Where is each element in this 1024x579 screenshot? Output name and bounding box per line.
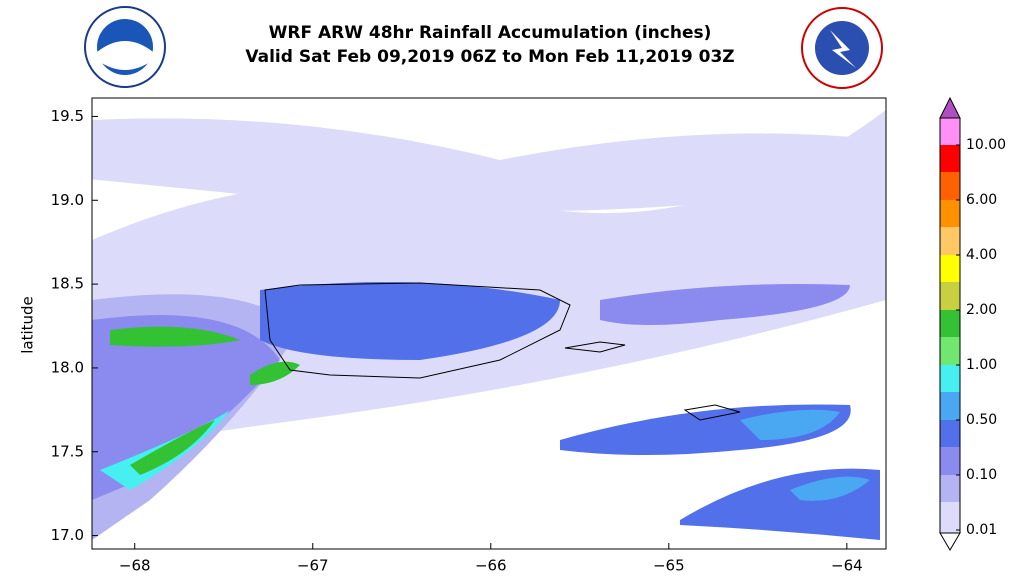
y-tick-label: 19.5	[51, 107, 84, 125]
title-line: WRF ARW 48hr Rainfall Accumulation (inch…	[269, 23, 712, 43]
noaa-logo	[84, 6, 166, 88]
y-axis-label: latitude	[19, 296, 37, 354]
colorbar-label: 1.00	[966, 357, 997, 373]
colorbar-label: 10.00	[966, 137, 1006, 153]
colorbar-label: 0.10	[966, 467, 997, 483]
title-line: Valid Sat Feb 09,2019 06Z to Mon Feb 11,…	[245, 47, 734, 67]
colorbar-label: 4.00	[966, 247, 997, 263]
x-tick-label: −65	[653, 557, 685, 575]
x-tick-label: −66	[475, 557, 507, 575]
colorbar	[939, 96, 961, 551]
colorbar-label: 6.00	[966, 192, 997, 208]
y-tick-label: 18.5	[51, 275, 84, 293]
x-tick-label: −68	[119, 557, 151, 575]
colorbar-label: 2.00	[966, 302, 997, 318]
y-tick-label: 17.5	[51, 442, 84, 460]
y-tick-label: 17.0	[51, 526, 84, 544]
x-tick-label: −67	[297, 557, 329, 575]
nws-logo	[801, 7, 883, 89]
y-tick-label: 18.0	[51, 358, 84, 376]
colorbar-label: 0.01	[966, 522, 997, 538]
plot-frame	[91, 97, 887, 550]
rainfall-field	[92, 98, 886, 549]
x-tick-label: −64	[831, 557, 863, 575]
colorbar-label: 0.50	[966, 412, 997, 428]
y-tick-label: 19.0	[51, 191, 84, 209]
